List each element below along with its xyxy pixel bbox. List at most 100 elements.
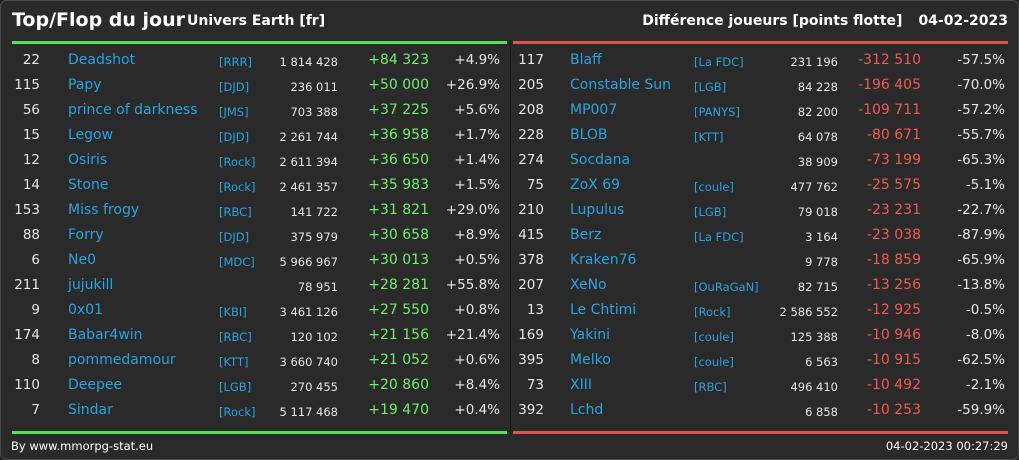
- player-points: 38 909: [797, 155, 838, 169]
- player-name-link[interactable]: Deadshot: [68, 52, 136, 68]
- player-rank: 75: [526, 177, 544, 193]
- player-name-link[interactable]: ZoX 69: [570, 177, 621, 193]
- points-difference: +37 225: [368, 102, 429, 118]
- points-difference: -312 510: [858, 52, 921, 68]
- player-rank: 174: [14, 327, 40, 343]
- percent-change: +1.5%: [454, 177, 500, 193]
- points-difference: -13 256: [866, 277, 921, 293]
- points-difference: +30 658: [368, 227, 429, 243]
- player-name-link[interactable]: 0x01: [68, 302, 104, 318]
- player-name-link[interactable]: Stone: [68, 177, 109, 193]
- alliance-tag: [RBC]: [219, 330, 252, 344]
- player-name-link[interactable]: MP007: [570, 102, 618, 118]
- player-row: 153 Miss frogy [RBC] 141 722 +31 821 +29.0%: [12, 198, 507, 223]
- alliance-tag: [RBC]: [219, 205, 252, 219]
- source-link[interactable]: By www.mmorpg-stat.eu: [11, 439, 154, 453]
- player-rank: 153: [14, 202, 40, 218]
- player-name-link[interactable]: Berz: [570, 227, 602, 243]
- alliance-tag: [coule]: [694, 180, 734, 194]
- player-name-link[interactable]: Legow: [68, 127, 114, 143]
- points-difference: -73 199: [866, 152, 921, 168]
- alliance-tag: [DJD]: [219, 130, 250, 144]
- player-name-link[interactable]: Sindar: [68, 402, 113, 418]
- percent-change: +8.9%: [454, 227, 500, 243]
- player-name-link[interactable]: Lchd: [570, 402, 604, 418]
- alliance-tag: [PANYS]: [694, 105, 740, 119]
- alliance-tag: [LGB]: [694, 80, 727, 94]
- player-row: 210 Lupulus [LGB] 79 018 -23 231 -22.7%: [513, 198, 1008, 223]
- page-title: Top/Flop du jour: [12, 9, 185, 31]
- percent-change: -62.5%: [957, 352, 1005, 368]
- points-difference: +21 156: [368, 327, 429, 343]
- percent-change: +1.4%: [454, 152, 500, 168]
- player-points: 2 261 744: [279, 130, 338, 144]
- alliance-tag: [RBC]: [694, 380, 727, 394]
- percent-change: -57.2%: [957, 102, 1005, 118]
- player-name-link[interactable]: Osiris: [68, 152, 108, 168]
- player-name-link[interactable]: Forry: [68, 227, 104, 243]
- alliance-tag: [La FDC]: [694, 55, 744, 69]
- alliance-tag: [Rock]: [694, 305, 731, 319]
- percent-change: +26.9%: [445, 77, 500, 93]
- player-name-link[interactable]: Constable Sun: [570, 77, 672, 93]
- player-name-link[interactable]: prince of darkness: [68, 102, 198, 118]
- universe-label: Univers Earth [fr]: [187, 13, 326, 29]
- player-points: 231 196: [790, 55, 838, 69]
- player-name-link[interactable]: BLOB: [570, 127, 608, 143]
- percent-change: -55.7%: [957, 127, 1005, 143]
- player-row: 117 Blaff [La FDC] 231 196 -312 510 -57.5%: [513, 48, 1008, 73]
- alliance-tag: [La FDC]: [694, 230, 744, 244]
- player-rank: 110: [14, 377, 40, 393]
- player-name-link[interactable]: Miss frogy: [68, 202, 140, 218]
- player-rank: 211: [14, 277, 40, 293]
- player-name-link[interactable]: Ne0: [68, 252, 96, 268]
- player-row: 169 Yakini [coule] 125 388 -10 946 -8.0%: [513, 323, 1008, 348]
- alliance-tag: [RRR]: [219, 55, 252, 69]
- player-name-link[interactable]: Deepee: [68, 377, 123, 393]
- points-difference: +84 323: [368, 52, 429, 68]
- player-points: 141 722: [290, 205, 338, 219]
- points-difference: -109 711: [858, 102, 921, 118]
- player-row: 115 Papy [DJD] 236 011 +50 000 +26.9%: [12, 73, 507, 98]
- player-rank: 88: [22, 227, 40, 243]
- alliance-tag: [coule]: [694, 330, 734, 344]
- player-points: 3 164: [805, 230, 838, 244]
- bottom-divider-red: [513, 431, 1008, 434]
- player-name-link[interactable]: jujukill: [68, 277, 114, 293]
- player-rank: 415: [518, 227, 544, 243]
- top-losers-list: 117 Blaff [La FDC] 231 196 -312 510 -57.5% 205…: [513, 48, 1008, 423]
- player-name-link[interactable]: Lupulus: [570, 202, 625, 218]
- player-name-link[interactable]: Kraken76: [570, 252, 637, 268]
- player-points: 477 762: [790, 180, 838, 194]
- player-name-link[interactable]: Socdana: [570, 152, 631, 168]
- player-rank: 395: [518, 352, 544, 368]
- player-points: 6 563: [805, 355, 838, 369]
- player-rank: 73: [526, 377, 544, 393]
- player-row: 205 Constable Sun [LGB] 84 228 -196 405 -70.0…: [513, 73, 1008, 98]
- player-row: 73 XIII [RBC] 496 410 -10 492 -2.1%: [513, 373, 1008, 398]
- alliance-tag: [KBI]: [219, 305, 247, 319]
- player-points: 3 660 740: [279, 355, 338, 369]
- alliance-tag: [LGB]: [219, 380, 252, 394]
- player-row: 15 Legow [DJD] 2 261 744 +36 958 +1.7%: [12, 123, 507, 148]
- player-rank: 115: [14, 77, 40, 93]
- player-name-link[interactable]: Melko: [570, 352, 611, 368]
- player-name-link[interactable]: pommedamour: [68, 352, 176, 368]
- player-name-link[interactable]: XeNo: [570, 277, 607, 293]
- alliance-tag: [Rock]: [219, 180, 256, 194]
- player-name-link[interactable]: Yakini: [570, 327, 610, 343]
- player-points: 3 461 126: [279, 305, 338, 319]
- player-name-link[interactable]: Babar4win: [68, 327, 143, 343]
- player-name-link[interactable]: XIII: [570, 377, 592, 393]
- player-name-link[interactable]: Blaff: [570, 52, 602, 68]
- header-right: Différence joueurs [points flotte] 04-02-…: [642, 13, 1008, 29]
- player-row: 12 Osiris [Rock] 2 611 394 +36 650 +1.4%: [12, 148, 507, 173]
- player-name-link[interactable]: Papy: [68, 77, 102, 93]
- player-points: 236 011: [290, 80, 338, 94]
- player-name-link[interactable]: Le Chtimi: [570, 302, 637, 318]
- percent-change: +1.7%: [454, 127, 500, 143]
- percent-change: +55.8%: [445, 277, 500, 293]
- points-difference: +28 281: [368, 277, 429, 293]
- alliance-tag: [Rock]: [219, 155, 256, 169]
- player-row: 9 0x01 [KBI] 3 461 126 +27 550 +0.8%: [12, 298, 507, 323]
